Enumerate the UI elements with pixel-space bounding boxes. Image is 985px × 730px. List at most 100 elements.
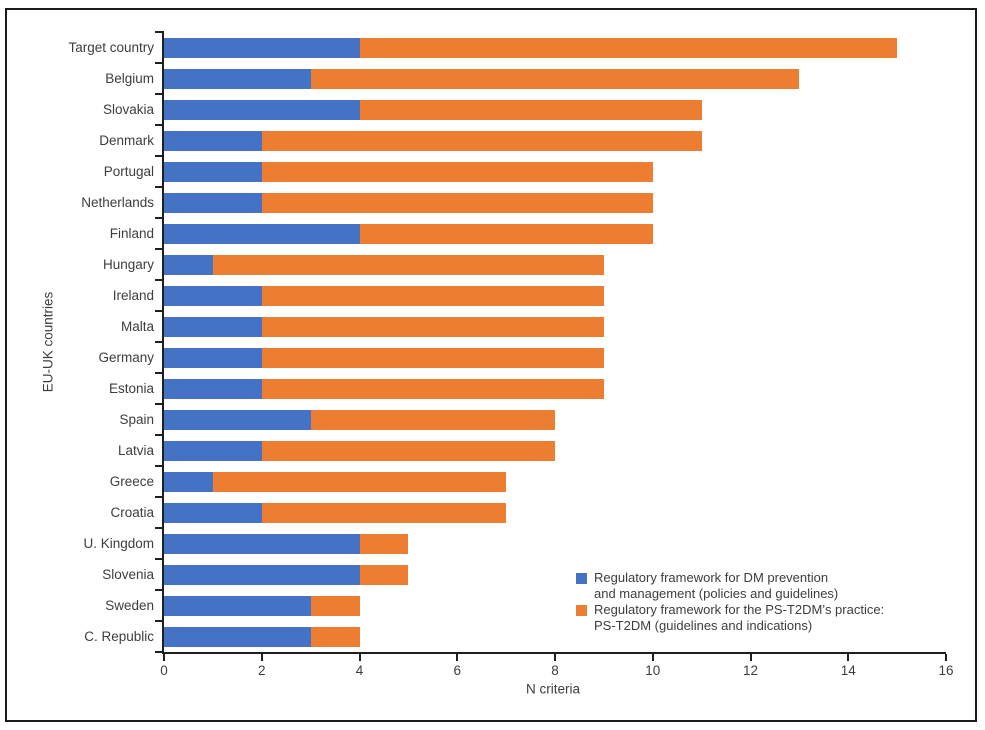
bar-row: Belgium: [105, 63, 946, 94]
legend-label-line: Regulatory framework for the PS-T2DM’s p…: [594, 602, 885, 617]
legend-label-line: PS-T2DM (guidelines and indications): [594, 618, 813, 633]
bar-segment: [164, 68, 311, 89]
bar-segment: [359, 223, 653, 244]
stacked-bar: [164, 502, 507, 523]
stacked-bar: [164, 285, 604, 306]
x-tick: [945, 654, 947, 661]
bar-row: Latvia: [118, 435, 946, 466]
bar-segment: [164, 564, 360, 585]
x-tick-label: 12: [742, 663, 759, 678]
bar-row: U. Kingdom: [83, 528, 946, 559]
plot-area: Target country Belgium Slovakia Denmark Port…: [68, 31, 954, 678]
y-tick: [155, 403, 164, 405]
bar-segment: [212, 471, 507, 492]
bar-segment: [164, 502, 262, 523]
x-tick-label: 6: [453, 663, 462, 678]
bar-segment: [164, 595, 311, 616]
x-tick: [554, 654, 556, 661]
bar-segment: [164, 285, 262, 306]
y-tick: [155, 279, 164, 281]
bar-segment: [164, 378, 262, 399]
x-tick-label: 16: [938, 663, 954, 678]
bar-segment: [164, 533, 360, 554]
bar-segment: [310, 626, 360, 647]
bar-segment: [261, 192, 653, 213]
x-tick: [260, 654, 263, 661]
bar-segment: [164, 254, 213, 275]
bar-row: Slovakia: [103, 94, 946, 125]
y-tick: [155, 651, 164, 653]
stacked-bar: [164, 130, 702, 151]
category-label: Finland: [109, 226, 154, 241]
stacked-bar: [164, 223, 653, 244]
bar-segment: [261, 285, 604, 306]
bar-segment: [164, 316, 262, 337]
y-tick: [155, 93, 164, 95]
x-tick: [749, 654, 752, 661]
bar-segment: [310, 68, 800, 89]
y-tick: [155, 341, 164, 343]
stacked-bar: [164, 192, 653, 213]
stacked-bar: [164, 409, 555, 430]
bar-row: C. Republic: [84, 621, 946, 652]
bar-segment: [310, 409, 555, 430]
bar-row: Croatia: [110, 497, 946, 528]
y-tick: [155, 186, 164, 188]
bar-segment: [310, 595, 360, 616]
legend-entry: Regulatory framework for DM prevention an…: [576, 570, 884, 602]
category-label: Latvia: [117, 443, 154, 458]
bar-row: Malta: [121, 311, 946, 342]
bar-segment: [261, 378, 604, 399]
category-label: Denmark: [99, 133, 154, 148]
x-tick-label: 10: [645, 663, 661, 678]
stacked-bar: [164, 68, 800, 89]
bar-segment: [261, 502, 507, 523]
bar-segment: [164, 223, 360, 244]
y-tick: [155, 155, 164, 157]
bar-segment: [359, 99, 702, 120]
stacked-bar: [164, 316, 604, 337]
stacked-bar: [164, 440, 555, 461]
bar-row: Greece: [110, 466, 946, 497]
bar-segment: [164, 440, 262, 461]
stacked-bar: [164, 37, 898, 58]
y-tick: [155, 62, 164, 64]
category-label: Target country: [68, 40, 154, 55]
stacked-bar: [164, 626, 360, 647]
category-label: Estonia: [108, 381, 154, 396]
bar-row: Netherlands: [81, 187, 946, 218]
y-tick: [155, 558, 164, 560]
stacked-bar: [164, 161, 653, 182]
legend-label: Regulatory framework for the PS-T2DM’s p…: [594, 602, 884, 634]
bar-row: Sweden: [105, 590, 946, 621]
stacked-bar: [164, 595, 360, 616]
bar-segment: [212, 254, 604, 275]
legend-entry: Regulatory framework for the PS-T2DM’s p…: [576, 602, 884, 634]
y-tick: [155, 124, 164, 126]
bar-segment: [261, 161, 653, 182]
bar-segment: [164, 409, 311, 430]
y-tick: [155, 527, 164, 529]
bar-segment: [164, 161, 262, 182]
bar-segment: [164, 130, 262, 151]
stacked-bar: [164, 378, 604, 399]
bar-segment: [261, 440, 555, 461]
stacked-bar: [164, 347, 604, 368]
bar-segment: [359, 564, 409, 585]
stacked-bar: [164, 254, 604, 275]
x-tick-label: 8: [551, 663, 559, 678]
bar-row: Estonia: [109, 373, 946, 404]
category-label: Ireland: [112, 288, 154, 303]
y-tick: [155, 589, 164, 591]
category-label: Slovakia: [102, 102, 154, 117]
y-tick: [155, 620, 164, 622]
bar-row: Slovenia: [102, 559, 946, 590]
y-tick: [155, 465, 164, 467]
bar-row: Denmark: [99, 125, 946, 156]
y-axis-title: EU-UK countries: [40, 291, 56, 393]
y-tick: [155, 310, 164, 312]
bar-segment: [261, 130, 702, 151]
x-tick-label: 4: [355, 663, 364, 678]
bar-row: Finland: [110, 218, 946, 249]
bar-segment: [261, 347, 604, 368]
